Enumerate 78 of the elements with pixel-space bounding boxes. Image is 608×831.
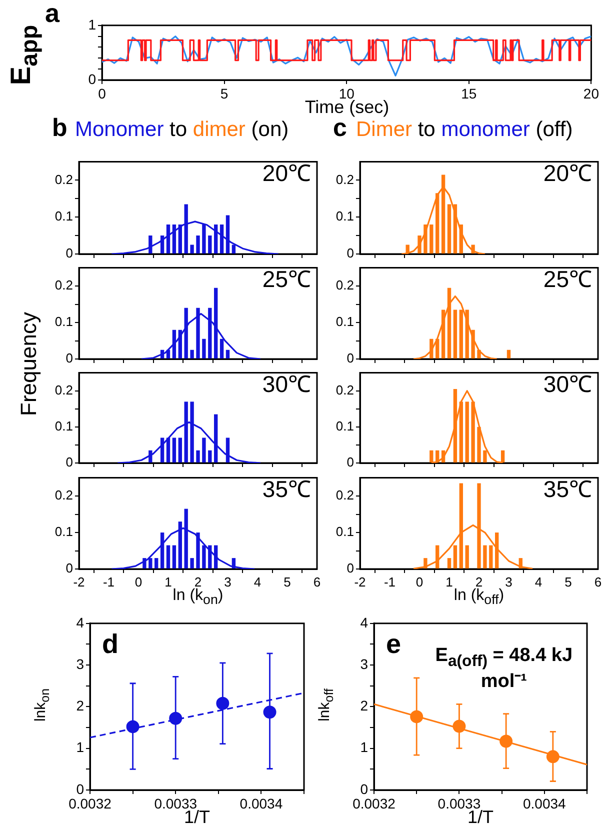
x-tick-label: 3 [505, 574, 512, 590]
x-tick-label: 1 [164, 574, 172, 590]
y-tick-label: 0 [66, 454, 73, 470]
y-tick-label: 0 [66, 246, 73, 261]
y-tick-label: 0.1 [54, 418, 73, 434]
x-tick-label: 6 [313, 574, 321, 590]
annotation: 20℃ [543, 160, 592, 186]
y-tick-label: 0.1 [336, 208, 354, 224]
annotation: e [386, 629, 402, 660]
y-tick-label: 0 [346, 454, 354, 470]
y-tick-label: 0.2 [336, 172, 354, 187]
y-tick-label: 2 [360, 698, 368, 714]
x-tick-label: -1 [102, 574, 115, 590]
y-tick-label: 0.2 [54, 172, 73, 187]
y-tick-label: 0.1 [54, 314, 73, 330]
x-tick-label: 5 [564, 574, 572, 590]
chart-title: Monomer to dimer (on) [75, 118, 289, 141]
annotation: E$_{a(off)}$ = 48.4 kJ mol⁻¹ [434, 645, 574, 693]
chart-title: Dimer to monomer (off) [356, 118, 573, 141]
annotation: d [102, 629, 118, 660]
y-tick-label: 0 [360, 780, 368, 797]
x-tick-label: 0.0034 [240, 795, 283, 812]
y-tick-label: 3 [360, 656, 368, 672]
x-axis-title: ln (k$_{on}$) [172, 587, 224, 608]
y-tick-label: 0.2 [54, 382, 73, 398]
x-tick-label: -2 [73, 574, 85, 590]
annotation: 35℃ [543, 476, 592, 502]
y-tick-label: 0 [76, 780, 84, 797]
x-tick-label: 0.0034 [522, 795, 566, 812]
x-axis-title: ln (k$_{off}$) [454, 587, 504, 608]
y-axis-title: Frequency [16, 312, 42, 416]
y-tick-label: 0.1 [336, 418, 354, 434]
y-tick-label: 2 [76, 698, 84, 714]
annotation: 25℃ [262, 266, 311, 292]
y-tick-label: 0.1 [336, 524, 354, 540]
y-tick-label: 4 [360, 614, 368, 630]
y-tick-label: 1 [76, 739, 84, 756]
annotation: 20℃ [262, 160, 311, 186]
annotation: 30℃ [543, 371, 592, 398]
x-tick-label: 20 [583, 85, 600, 102]
annotation: 35℃ [262, 476, 311, 502]
y-tick-label: 0.2 [336, 488, 354, 503]
x-tick-label: 4 [254, 574, 262, 590]
x-tick-label: 0 [416, 574, 424, 590]
x-tick-label: 0 [134, 574, 142, 590]
y-tick-label: 0 [346, 560, 354, 576]
x-tick-label: 0 [98, 85, 106, 102]
x-tick-label: 0.0032 [352, 795, 396, 812]
y-tick-label: 0 [346, 350, 354, 366]
x-tick-label: 2 [475, 574, 483, 590]
y-tick-label: 0.2 [336, 278, 354, 293]
x-tick-label: 5 [284, 574, 291, 590]
y-tick-label: 1 [360, 739, 368, 756]
y-tick-label: 0.2 [336, 382, 354, 398]
x-tick-label: 3 [224, 574, 232, 590]
y-tick-label: 0.1 [54, 208, 73, 224]
text: b [52, 114, 68, 143]
x-tick-label: 6 [594, 574, 602, 590]
text: a [45, 0, 60, 29]
y-tick-label: 3 [76, 656, 84, 672]
x-tick-label: 15 [461, 85, 477, 102]
annotation: 30℃ [262, 371, 311, 398]
y-tick-label: 0.2 [54, 488, 73, 503]
x-tick-label: 5 [220, 85, 228, 102]
y-tick-label: 0 [66, 350, 73, 366]
y-tick-label: 0 [66, 560, 73, 576]
annotation: 25℃ [543, 266, 592, 292]
y-tick-label: 0.2 [54, 278, 73, 293]
x-tick-label: 1 [446, 574, 453, 590]
y-tick-label: 0.1 [54, 524, 73, 540]
x-tick-label: 2 [194, 574, 202, 590]
x-tick-label: -2 [354, 574, 366, 590]
y-tick-label: 0 [346, 246, 354, 261]
y-tick-label: 4 [76, 614, 84, 630]
x-tick-label: -1 [384, 574, 396, 590]
x-tick-label: 0.0032 [68, 795, 112, 812]
y-tick-label: 0.1 [336, 314, 354, 330]
x-tick-label: 4 [534, 574, 542, 590]
